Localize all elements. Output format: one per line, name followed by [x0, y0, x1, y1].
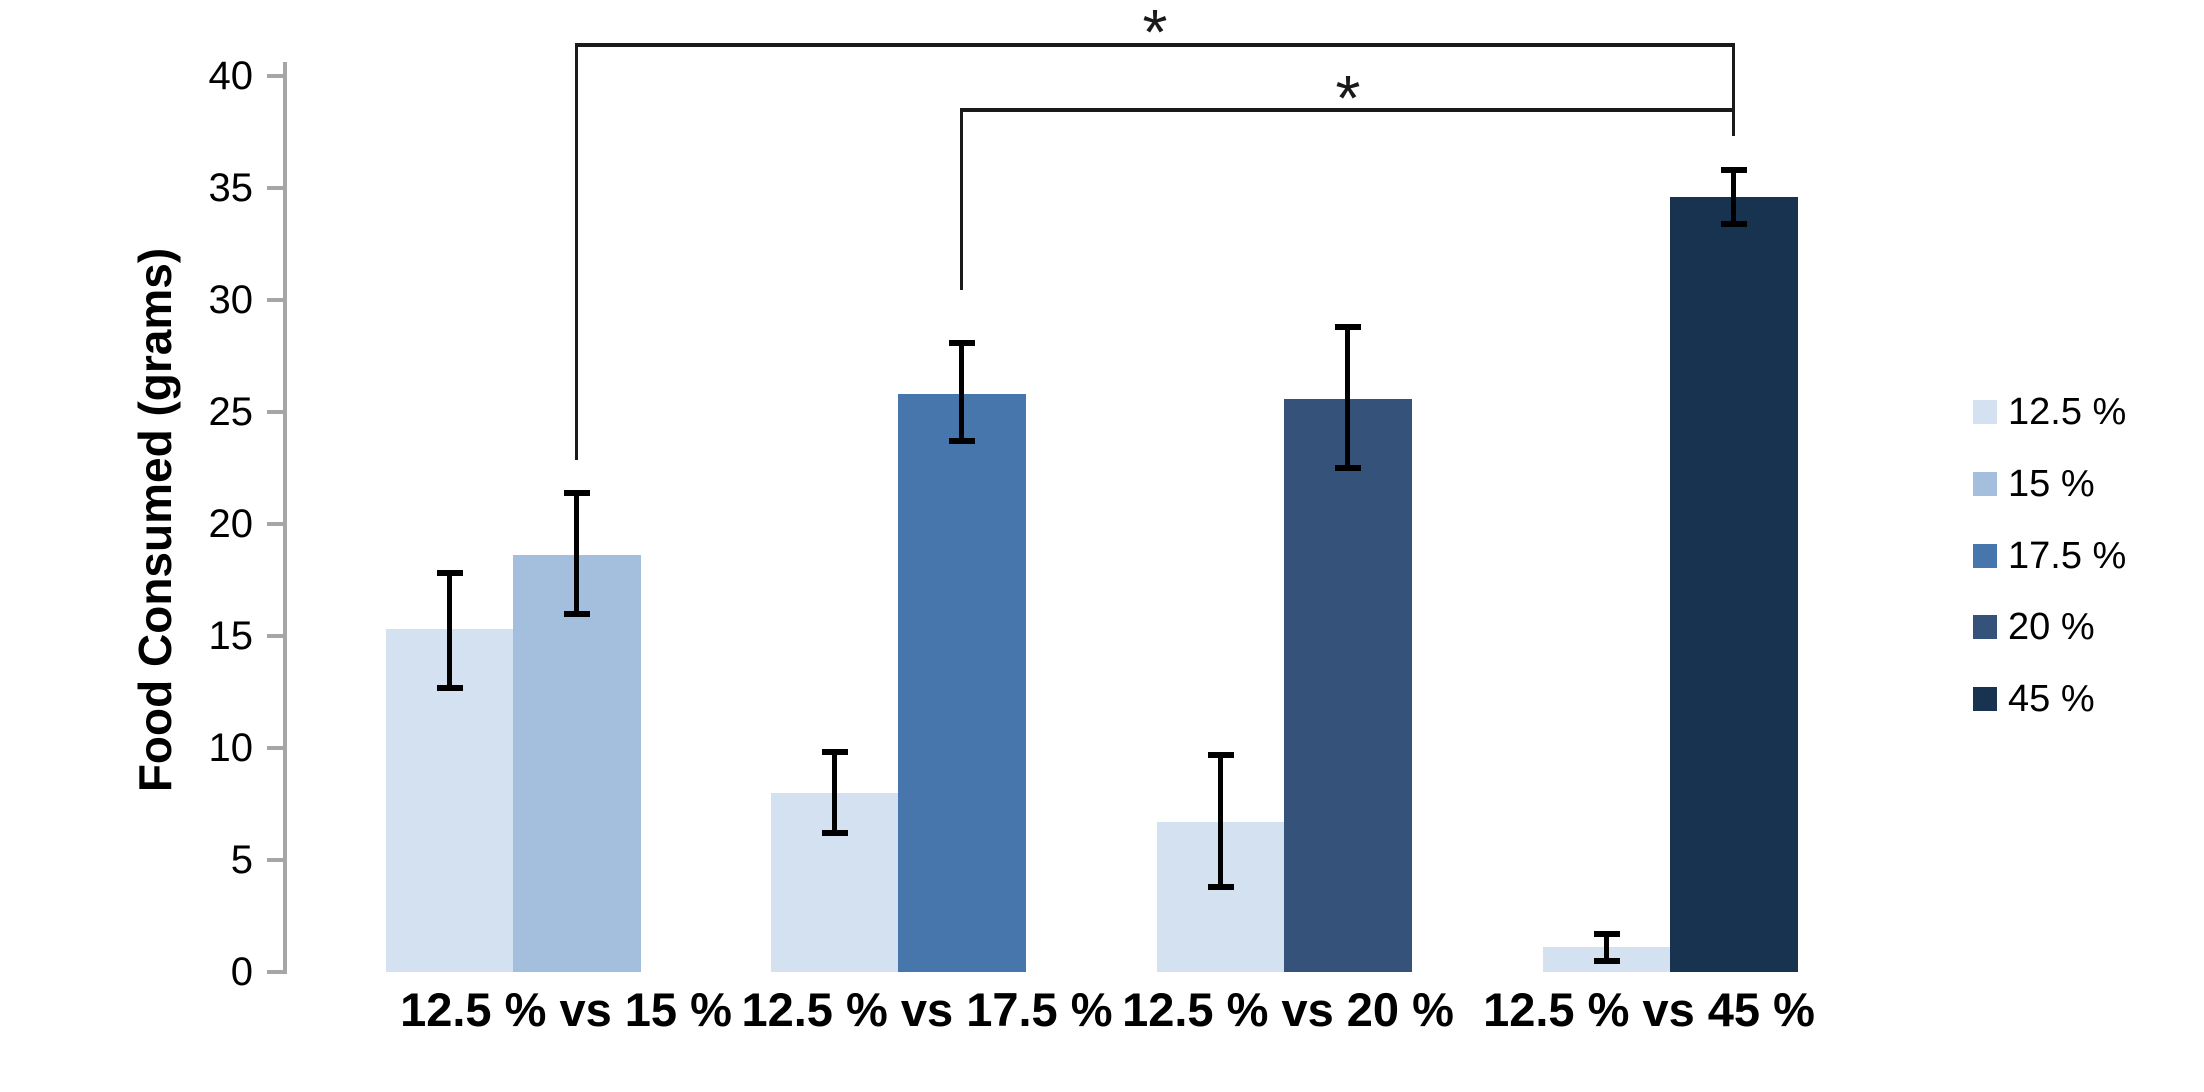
y-axis-tick: [267, 970, 283, 974]
legend-swatch-20%: [1973, 615, 1997, 639]
error-bar-cap: [1721, 167, 1747, 173]
legend-swatch-45%: [1973, 687, 1997, 711]
error-bar-cap: [822, 830, 848, 836]
significance-bracket-right-drop: [1732, 110, 1735, 136]
error-bar-line: [1731, 170, 1736, 224]
error-bar-line: [574, 493, 579, 614]
error-bar-cap: [564, 611, 590, 617]
error-bar-cap: [949, 438, 975, 444]
significance-bracket-right-drop: [1732, 45, 1735, 136]
bar-45%: [1670, 197, 1798, 972]
significance-asterisk: *: [1142, 0, 1168, 68]
significance-asterisk: *: [1335, 62, 1361, 134]
y-tick-label: 30: [208, 278, 254, 322]
error-bar-line: [1218, 755, 1223, 887]
y-tick-label: 25: [208, 390, 254, 434]
error-bar-line: [447, 573, 452, 687]
error-bar-cap: [1208, 752, 1234, 758]
x-category-label: 12.5 % vs 15 %: [400, 983, 732, 1036]
x-category-label: 12.5 % vs 20 %: [1122, 983, 1454, 1036]
y-axis-tick: [267, 74, 283, 78]
y-tick-label: 35: [208, 166, 254, 210]
y-tick-label: 40: [208, 54, 254, 98]
legend-label: 15 %: [2008, 463, 2095, 505]
significance-bracket-left-drop: [960, 110, 963, 290]
legend-label: 20 %: [2008, 606, 2095, 648]
y-axis-line: [283, 62, 287, 974]
significance-bracket-top: [960, 108, 1735, 112]
error-bar-cap: [437, 570, 463, 576]
error-bar-cap: [437, 685, 463, 691]
error-bar-cap: [1721, 221, 1747, 227]
error-bar-cap: [949, 340, 975, 346]
bar-15%: [513, 555, 641, 972]
error-bar-cap: [1594, 958, 1620, 964]
y-axis-tick: [267, 746, 283, 750]
legend-swatch-12.5%: [1973, 400, 1997, 424]
y-tick-label: 15: [208, 614, 254, 658]
error-bar-cap: [1594, 931, 1620, 937]
legend-label: 45 %: [2008, 678, 2095, 720]
y-tick-label: 0: [230, 950, 253, 994]
error-bar-line: [832, 752, 837, 833]
error-bar-line: [959, 343, 964, 442]
error-bar-line: [1604, 934, 1609, 961]
significance-bracket-top: [575, 43, 1735, 47]
significance-bracket-left-drop: [575, 45, 578, 460]
y-axis-tick: [267, 634, 283, 638]
bar-17.5%: [898, 394, 1026, 972]
y-axis-tick: [267, 522, 283, 526]
y-axis-tick: [267, 410, 283, 414]
legend-label: 17.5 %: [2008, 535, 2127, 577]
error-bar-cap: [822, 749, 848, 755]
legend-swatch-15%: [1973, 472, 1997, 496]
y-tick-label: 10: [208, 726, 254, 770]
y-tick-label: 5: [230, 838, 253, 882]
y-axis-tick: [267, 298, 283, 302]
bar-20%: [1284, 399, 1412, 972]
error-bar-cap: [1335, 324, 1361, 330]
error-bar-cap: [564, 490, 590, 496]
x-category-label: 12.5 % vs 17.5 %: [741, 983, 1113, 1036]
legend-label: 12.5 %: [2008, 391, 2127, 433]
legend-swatch-17.5%: [1973, 544, 1997, 568]
error-bar-cap: [1208, 884, 1234, 890]
y-tick-label: 20: [208, 502, 254, 546]
x-category-label: 12.5 % vs 45 %: [1483, 983, 1815, 1036]
y-axis-tick: [267, 186, 283, 190]
error-bar-cap: [1335, 465, 1361, 471]
y-axis-tick: [267, 858, 283, 862]
error-bar-line: [1345, 327, 1350, 468]
